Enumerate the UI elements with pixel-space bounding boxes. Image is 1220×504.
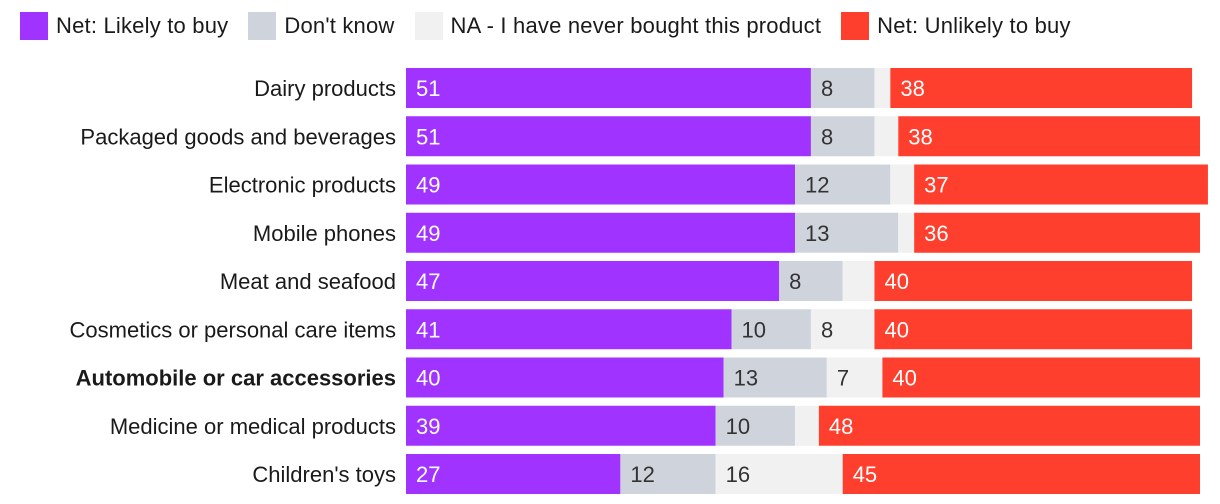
bar-na-i-have-never-bought-this-product-dairy-products [874, 68, 891, 108]
value-label-don-t-know-medicine-or-medical-products: 10 [726, 414, 750, 439]
bar-don-t-know-dairy-products [810, 68, 875, 108]
bar-don-t-know-packaged-goods-and-beverages [810, 116, 875, 157]
legend-label: NA - I have never bought this product [450, 13, 822, 38]
category-label-meat-and-seafood: Meat and seafood [220, 269, 396, 294]
legend-item-net-likely-to-buy: Net: Likely to buy [20, 12, 228, 40]
bar-net-likely-to-buy-children-s-toys [406, 454, 621, 494]
legend-item-don-t-know: Don't know [248, 12, 394, 40]
legend-swatch [20, 12, 48, 40]
value-label-don-t-know-meat-and-seafood: 8 [789, 269, 801, 294]
category-label-dairy-products: Dairy products [254, 76, 396, 101]
value-label-don-t-know-children-s-toys: 12 [630, 462, 654, 487]
bar-net-likely-to-buy-mobile-phones [406, 212, 796, 253]
value-label-don-t-know-dairy-products: 8 [821, 76, 833, 101]
legend-swatch [414, 12, 443, 40]
category-label-cosmetics-or-personal-care-items: Cosmetics or personal care items [70, 317, 396, 342]
bar-na-i-have-never-bought-this-product-cosmetics-or-personal-care-items [810, 309, 875, 350]
value-label-net-likely-to-buy-packaged-goods-and-beverages: 51 [416, 124, 440, 149]
bar-na-i-have-never-bought-this-product-automobile-or-car-accessories [826, 357, 883, 398]
value-label-net-unlikely-to-buy-mobile-phones: 36 [924, 221, 948, 246]
bar-don-t-know-children-s-toys [620, 454, 716, 494]
bar-net-unlikely-to-buy-medicine-or-medical-products [818, 405, 1200, 446]
bar-net-likely-to-buy-meat-and-seafood [406, 261, 780, 301]
legend-label: Net: Likely to buy [56, 13, 229, 38]
value-label-don-t-know-packaged-goods-and-beverages: 8 [821, 124, 833, 149]
bar-net-likely-to-buy-dairy-products [406, 68, 811, 108]
value-label-net-likely-to-buy-mobile-phones: 49 [416, 221, 440, 246]
bar-net-unlikely-to-buy-meat-and-seafood [874, 261, 1193, 301]
value-label-net-unlikely-to-buy-dairy-products: 38 [900, 76, 924, 101]
bar-don-t-know-automobile-or-car-accessories [723, 357, 827, 398]
legend-label: Net: Unlikely to buy [877, 13, 1071, 38]
bar-na-i-have-never-bought-this-product-electronic-products [890, 164, 915, 205]
value-label-net-unlikely-to-buy-children-s-toys: 45 [853, 462, 877, 487]
value-label-net-likely-to-buy-meat-and-seafood: 47 [416, 269, 440, 294]
bar-net-likely-to-buy-automobile-or-car-accessories [406, 357, 724, 398]
bar-net-likely-to-buy-cosmetics-or-personal-care-items [406, 309, 732, 350]
bar-net-unlikely-to-buy-cosmetics-or-personal-care-items [874, 309, 1193, 350]
bar-net-likely-to-buy-medicine-or-medical-products [406, 405, 716, 446]
category-label-automobile-or-car-accessories: Automobile or car accessories [76, 366, 396, 391]
bar-na-i-have-never-bought-this-product-packaged-goods-and-beverages [874, 116, 899, 157]
value-label-net-likely-to-buy-cosmetics-or-personal-care-items: 41 [416, 317, 440, 342]
legend-item-net-unlikely-to-buy: Net: Unlikely to buy [841, 12, 1071, 40]
value-label-net-unlikely-to-buy-medicine-or-medical-products: 48 [829, 414, 853, 439]
value-label-net-unlikely-to-buy-electronic-products: 37 [924, 173, 948, 198]
value-label-net-unlikely-to-buy-cosmetics-or-personal-care-items: 40 [884, 317, 908, 342]
bar-na-i-have-never-bought-this-product-children-s-toys [715, 454, 843, 494]
bar-net-unlikely-to-buy-electronic-products [914, 164, 1208, 205]
value-label-net-unlikely-to-buy-packaged-goods-and-beverages: 38 [908, 124, 932, 149]
bar-don-t-know-medicine-or-medical-products [715, 405, 796, 446]
value-label-net-unlikely-to-buy-automobile-or-car-accessories: 40 [892, 366, 916, 391]
bar-net-unlikely-to-buy-mobile-phones [914, 212, 1200, 253]
legend-label: Don't know [284, 13, 395, 38]
bar-net-unlikely-to-buy-dairy-products [890, 68, 1193, 108]
value-label-don-t-know-cosmetics-or-personal-care-items: 10 [742, 317, 766, 342]
value-label-don-t-know-electronic-products: 12 [805, 173, 829, 198]
bar-net-likely-to-buy-packaged-goods-and-beverages [406, 116, 811, 157]
value-label-net-likely-to-buy-automobile-or-car-accessories: 40 [416, 366, 440, 391]
legend-item-na-i-have-never-bought-this-product: NA - I have never bought this product [414, 12, 822, 40]
value-label-net-likely-to-buy-electronic-products: 49 [416, 173, 440, 198]
bar-net-unlikely-to-buy-children-s-toys [842, 454, 1200, 494]
bar-don-t-know-electronic-products [795, 164, 891, 205]
bar-don-t-know-mobile-phones [795, 212, 899, 253]
category-label-packaged-goods-and-beverages: Packaged goods and beverages [80, 124, 396, 149]
value-label-don-t-know-automobile-or-car-accessories: 13 [734, 366, 758, 391]
category-label-medicine-or-medical-products: Medicine or medical products [110, 414, 396, 439]
value-label-net-unlikely-to-buy-meat-and-seafood: 40 [884, 269, 908, 294]
bar-don-t-know-cosmetics-or-personal-care-items [731, 309, 811, 350]
legend: Net: Likely to buy Don't know NA - I have … [20, 10, 1091, 42]
bar-net-likely-to-buy-electronic-products [406, 164, 796, 205]
legend-swatch [248, 12, 277, 40]
bar-na-i-have-never-bought-this-product-meat-and-seafood [842, 261, 875, 301]
category-label-mobile-phones: Mobile phones [253, 221, 396, 246]
value-label-don-t-know-mobile-phones: 13 [805, 221, 829, 246]
bar-net-unlikely-to-buy-packaged-goods-and-beverages [898, 116, 1200, 157]
bar-don-t-know-meat-and-seafood [779, 261, 843, 301]
bar-net-unlikely-to-buy-automobile-or-car-accessories [882, 357, 1200, 398]
value-label-na-i-have-never-bought-this-product-cosmetics-or-personal-care-items: 8 [821, 317, 833, 342]
value-label-net-likely-to-buy-children-s-toys: 27 [416, 462, 440, 487]
legend-swatch [841, 12, 870, 40]
bar-na-i-have-never-bought-this-product-mobile-phones [898, 212, 915, 253]
value-label-net-likely-to-buy-medicine-or-medical-products: 39 [416, 414, 440, 439]
value-label-net-likely-to-buy-dairy-products: 51 [416, 76, 440, 101]
bar-na-i-have-never-bought-this-product-medicine-or-medical-products [795, 405, 819, 446]
category-label-children-s-toys: Children's toys [252, 462, 396, 487]
category-label-electronic-products: Electronic products [209, 173, 396, 198]
value-label-na-i-have-never-bought-this-product-children-s-toys: 16 [726, 462, 750, 487]
value-label-na-i-have-never-bought-this-product-automobile-or-car-accessories: 7 [837, 366, 849, 391]
